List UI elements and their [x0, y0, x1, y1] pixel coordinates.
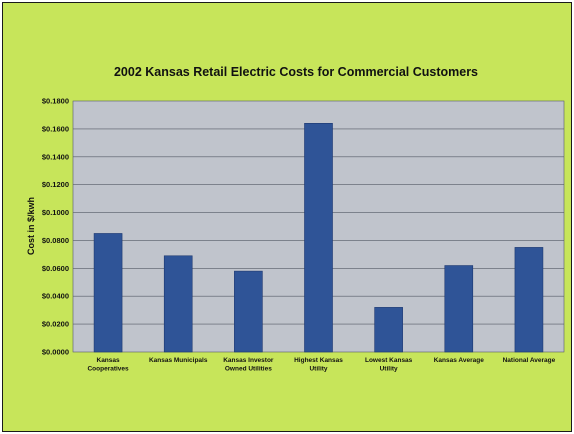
x-tick-label: Kansas Municipals: [149, 357, 208, 364]
y-tick-label: $0.0200: [42, 320, 69, 329]
chart-title: 2002 Kansas Retail Electric Costs for Co…: [114, 65, 478, 79]
bar: [514, 247, 544, 353]
y-axis-ticks: $0.0000 $0.0200 $0.0400 $0.0600 $0.0800 $0.10…: [42, 97, 69, 357]
y-tick-label: $0.1400: [42, 152, 69, 161]
x-tick-label: National Average: [503, 357, 556, 364]
y-tick-label: $0.1600: [42, 124, 69, 133]
y-tick-label: $0.0600: [42, 264, 69, 273]
y-tick-label: $0.1200: [42, 180, 69, 189]
y-tick-label: $0.0800: [42, 236, 69, 245]
x-tick-label: Highest Kansas Utility: [294, 357, 343, 373]
bar: [304, 123, 333, 353]
bar: [234, 270, 263, 353]
bar-series: [93, 123, 544, 353]
bar: [93, 233, 123, 353]
bar: [163, 255, 193, 353]
x-tick-label: Lowest Kansas Utility: [365, 357, 413, 373]
x-tick-label: Kansas Cooperatives: [87, 357, 129, 373]
x-tick-label: Kansas Average: [434, 357, 484, 364]
y-axis-label: Cost in $/kwh: [26, 197, 36, 255]
bar: [374, 307, 403, 353]
y-tick-label: $0.1800: [42, 97, 69, 106]
y-tick-label: $0.0400: [42, 292, 69, 301]
bar: [444, 265, 474, 353]
y-tick-label: $0.0000: [42, 348, 69, 357]
x-axis-ticks: Kansas Cooperatives Kansas Municipals Kansa…: [87, 357, 555, 373]
x-tick-label: Kansas Investor Owned Utilities: [223, 357, 274, 373]
y-tick-label: $0.1000: [42, 208, 69, 217]
